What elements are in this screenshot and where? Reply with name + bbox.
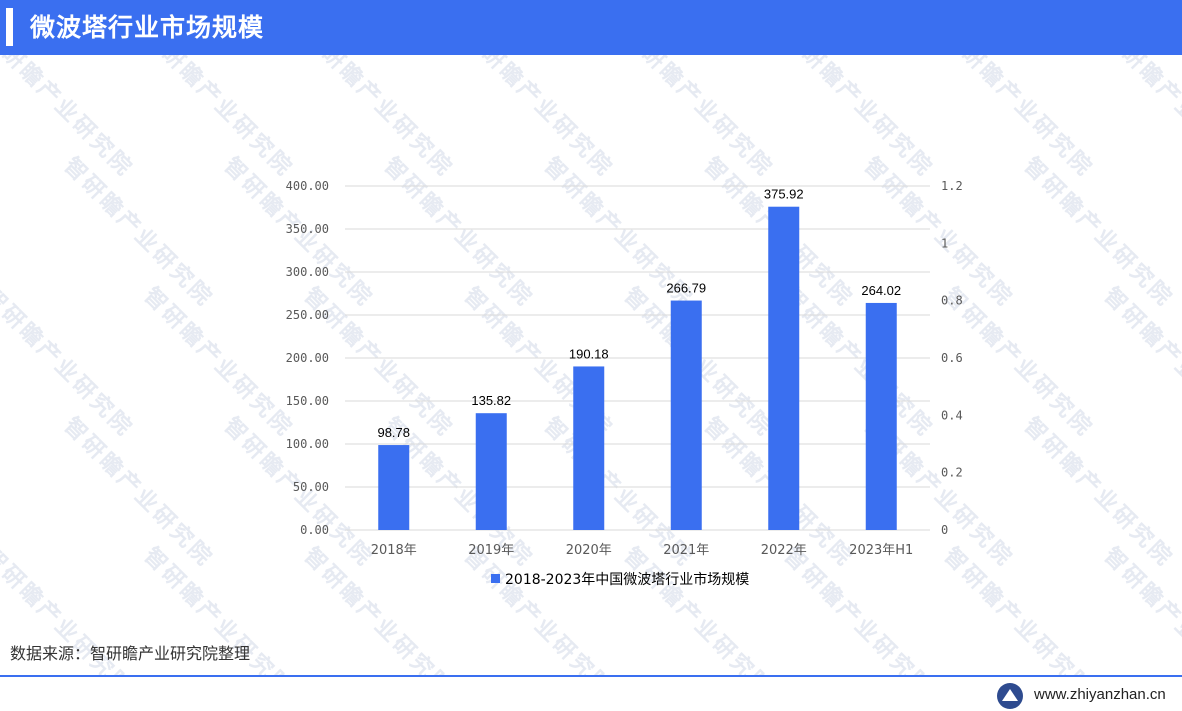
- data-label: 190.18: [569, 346, 609, 361]
- bar: [768, 206, 800, 530]
- y2-tick-label: 0.2: [941, 466, 963, 480]
- x-tick-label: 2023年H1: [849, 543, 913, 558]
- header-banner: 微波塔行业市场规模: [0, 0, 1182, 55]
- y-tick-label: 200.00: [286, 351, 329, 365]
- x-tick-label: 2020年: [566, 543, 612, 558]
- y-tick-label: 400.00: [286, 179, 329, 193]
- site-url[interactable]: www.zhiyanzhan.cn: [1034, 686, 1166, 703]
- bar: [475, 413, 507, 530]
- y-tick-label: 150.00: [286, 394, 329, 408]
- y-tick-label: 350.00: [286, 222, 329, 236]
- bar: [670, 300, 702, 530]
- y2-tick-label: 0.8: [941, 294, 963, 308]
- page-title: 微波塔行业市场规模: [30, 13, 265, 42]
- bar: [573, 366, 605, 530]
- legend-label: 2018-2023年中国微波塔行业市场规模: [505, 571, 749, 588]
- data-label: 375.92: [764, 187, 804, 202]
- data-label: 135.82: [471, 393, 511, 408]
- header-accent-bar: [6, 8, 13, 46]
- y-tick-label: 250.00: [286, 308, 329, 322]
- footer-divider: [0, 675, 1182, 677]
- bar: [865, 302, 897, 530]
- bar: [378, 445, 410, 530]
- data-label: 266.79: [666, 281, 706, 296]
- data-label: 264.02: [861, 283, 901, 298]
- y-tick-label: 300.00: [286, 265, 329, 279]
- x-tick-label: 2022年: [761, 543, 807, 558]
- legend-swatch: [491, 574, 500, 583]
- y-tick-label: 50.00: [293, 480, 329, 494]
- x-tick-label: 2019年: [468, 543, 514, 558]
- x-tick-label: 2018年: [371, 543, 417, 558]
- x-tick-label: 2021年: [663, 543, 709, 558]
- source-note: 数据来源：智研瞻产业研究院整理: [10, 644, 251, 663]
- data-label: 98.78: [377, 425, 410, 440]
- zhiyanzhan-logo-icon: [997, 683, 1023, 709]
- y2-tick-label: 0.4: [941, 408, 963, 422]
- y-tick-label: 100.00: [286, 437, 329, 451]
- y2-tick-label: 1: [941, 236, 948, 250]
- y-tick-label: 0.00: [300, 523, 329, 537]
- y2-tick-label: 0.6: [941, 351, 963, 365]
- y2-tick-label: 0: [941, 523, 948, 537]
- y2-tick-label: 1.2: [941, 179, 963, 193]
